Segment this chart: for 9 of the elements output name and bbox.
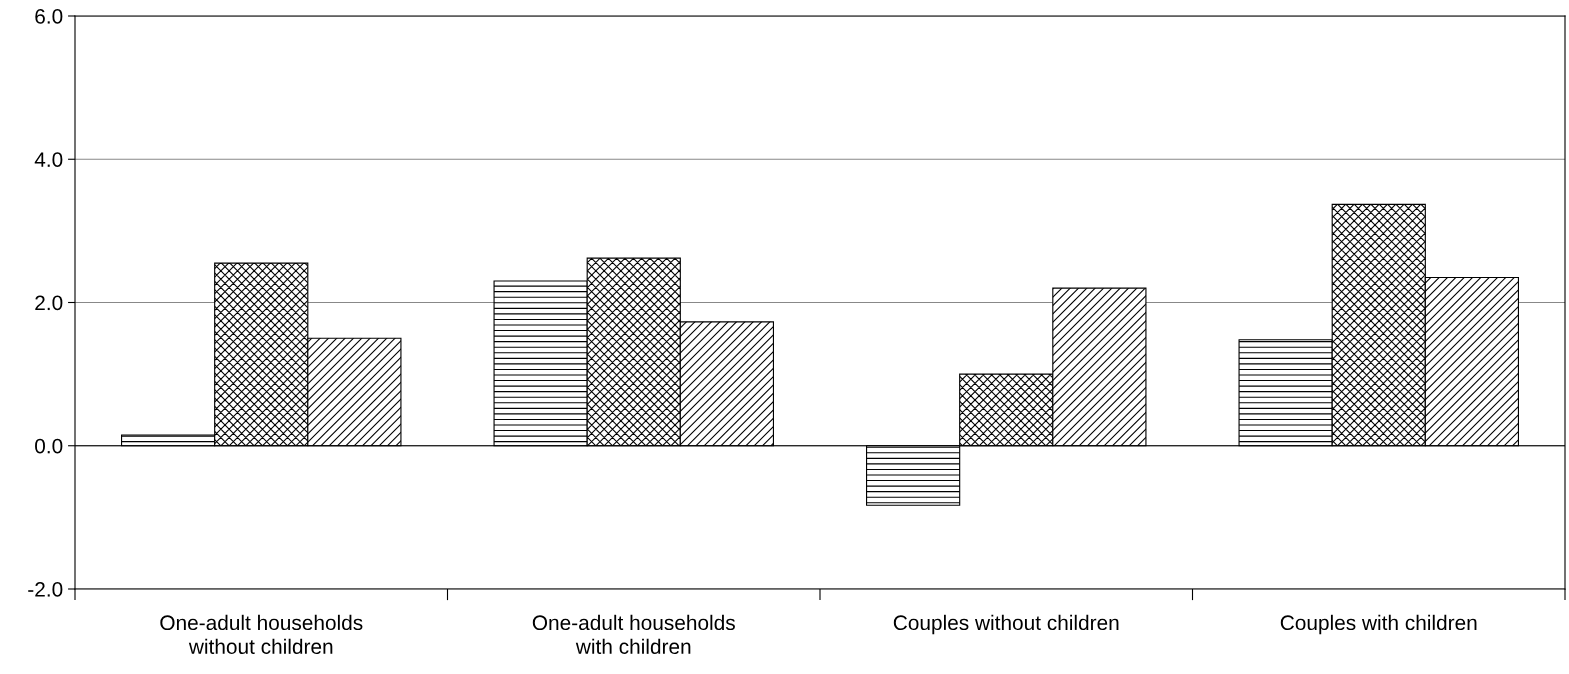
y-tick-label: 2.0 [35,295,63,311]
x-tick-label: Couples without children [893,614,1119,635]
x-tick-label: One-adult households without children [160,614,363,655]
y-tick-label: 6.0 [35,9,63,24]
y-tick-label: -2.0 [28,582,63,597]
y-tick-label: 0.0 [35,438,63,454]
x-tick-label: Couples with children [1280,614,1477,635]
x-tick-label: One-adult households with children [532,614,735,655]
y-tick-label: 4.0 [34,152,63,167]
